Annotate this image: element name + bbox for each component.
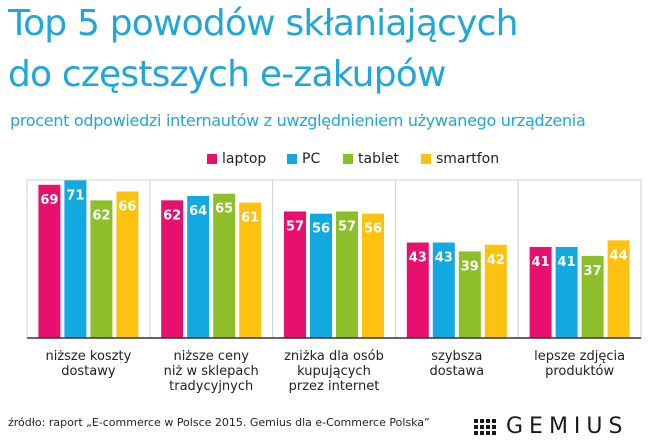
category-label-1: niższe koszty [45, 349, 131, 364]
bar-pc-5 [555, 246, 578, 338]
category-label-2: niższe ceny [173, 349, 249, 364]
bar-pc-4 [432, 242, 455, 338]
data-label-tablet-2: 65 [215, 202, 233, 217]
bar-laptop-4 [406, 242, 429, 338]
gemius-logo: GEMIUS [474, 414, 629, 439]
data-label-laptop-1: 69 [40, 193, 58, 208]
bar-pc-1 [64, 180, 87, 338]
category-label-2: tradycyjnych [169, 379, 253, 394]
data-label-pc-4: 43 [435, 251, 453, 266]
data-label-pc-3: 56 [312, 222, 330, 237]
chart-subtitle: procent odpowiedzi internautów z uwzględ… [10, 111, 586, 130]
category-label-3: kupujących [297, 364, 371, 379]
data-label-laptop-4: 43 [409, 251, 427, 266]
bar-smartfon-1 [116, 191, 139, 338]
legend-label-smartfon: smartfon [436, 151, 499, 167]
gemius-logo-text: GEMIUS [506, 414, 629, 439]
category-label-3: zniżka dla osób [284, 349, 384, 364]
data-label-pc-5: 41 [558, 255, 576, 270]
bar-tablet-1 [90, 200, 113, 338]
bar-pc-2 [187, 195, 210, 338]
data-label-pc-1: 71 [66, 188, 84, 203]
data-label-laptop-2: 62 [163, 208, 181, 223]
legend-label-tablet: tablet [358, 151, 399, 167]
category-label-4: szybsza [431, 349, 482, 364]
category-label-3: przez internet [289, 379, 380, 394]
bar-smartfon-2 [239, 202, 262, 338]
bar-laptop-2 [161, 200, 184, 338]
data-label-pc-2: 64 [189, 204, 207, 219]
bar-tablet-5 [581, 255, 604, 338]
bar-laptop-3 [284, 211, 306, 338]
legend-label-pc: PC [302, 151, 320, 167]
bar-laptop-1 [38, 184, 61, 338]
data-label-smartfon-1: 66 [118, 199, 136, 214]
data-label-tablet-1: 62 [92, 208, 110, 223]
chart-title-line-2: do częstszych e-zakupów [8, 54, 446, 95]
bar-smartfon-3 [362, 213, 384, 338]
legend-swatch-tablet [343, 154, 353, 164]
category-label-5: lepsze zdjęcia [534, 349, 625, 364]
data-label-smartfon-4: 42 [487, 253, 505, 268]
data-label-tablet-3: 57 [338, 219, 356, 234]
data-label-tablet-5: 37 [584, 264, 602, 279]
category-label-4: dostawa [429, 364, 484, 379]
bar-chart: laptop PC tablet smartfon 69 71 62 66 niższe kos… [26, 151, 642, 394]
bar-tablet-2 [213, 193, 236, 338]
data-label-smartfon-3: 56 [364, 222, 382, 237]
data-label-smartfon-2: 61 [241, 211, 259, 226]
gemius-logo-mark-icon [474, 418, 496, 435]
bar-smartfon-4 [484, 244, 507, 338]
legend-label-laptop: laptop [222, 151, 266, 167]
legend-swatch-laptop [207, 154, 217, 164]
data-label-laptop-5: 41 [532, 255, 550, 270]
category-label-2: niż w sklepach [164, 364, 259, 379]
data-label-tablet-4: 39 [461, 259, 479, 274]
bar-pc-3 [310, 213, 332, 338]
legend-swatch-pc [287, 154, 297, 164]
category-label-5: produktów [545, 364, 614, 379]
data-label-smartfon-5: 44 [610, 248, 628, 263]
bar-tablet-4 [458, 251, 481, 338]
chart-title-line-1: Top 5 powodów skłaniających [8, 3, 518, 44]
bar-smartfon-5 [607, 240, 630, 338]
data-label-laptop-3: 57 [286, 219, 304, 234]
source-note: źródło: raport „E-commerce w Polsce 2015… [8, 416, 430, 429]
bar-laptop-5 [529, 246, 552, 338]
legend-swatch-smartfon [421, 154, 431, 164]
bar-tablet-3 [336, 211, 358, 338]
category-label-1: dostawy [61, 364, 116, 379]
